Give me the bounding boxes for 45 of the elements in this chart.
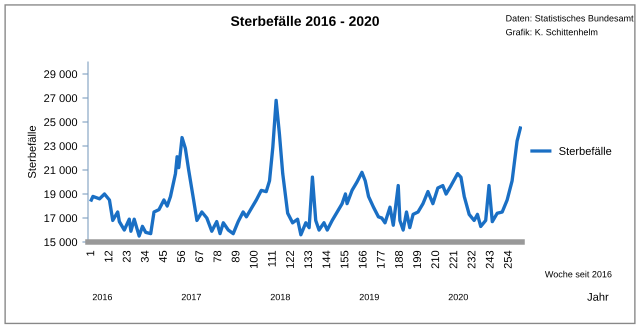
x-tick-label: 67	[195, 250, 204, 262]
x-tick-label: 166	[358, 250, 367, 268]
x-tick-label: 232	[468, 250, 476, 268]
legend-label: Sterbefälle	[559, 146, 612, 155]
y-tick-label: 25 000	[44, 118, 78, 126]
x-tick-label: 45	[159, 250, 167, 262]
y-tick-label: 21 000	[44, 166, 78, 174]
x-tick-label: 111	[268, 250, 276, 266]
x-tick-label: 1	[86, 250, 94, 256]
y-tick-label: 27 000	[44, 94, 78, 102]
x-tick-label: 100	[250, 250, 258, 268]
y-tick-label: 23 000	[44, 142, 78, 150]
text: Grafik: K. Schittenhelm	[506, 28, 598, 36]
x-tick-label: 177	[376, 250, 385, 268]
x-tick-label: 133	[304, 250, 312, 268]
y-tick-label: 15 000	[44, 238, 78, 246]
x-tick-label: 56	[177, 250, 186, 262]
x-tick-label: 122	[286, 250, 294, 268]
x-tick-label: 34	[140, 250, 149, 262]
x-tick-label: 243	[486, 250, 494, 268]
y-tick-label: 17 000	[44, 214, 78, 222]
x-tick-label: 188	[395, 250, 403, 268]
x-tick-label: 23	[122, 250, 131, 262]
x-tick-label: 221	[449, 250, 458, 268]
text: 2020	[448, 294, 468, 300]
x-tick-label: 12	[104, 250, 112, 262]
text: Daten: Statistisches Bundesamt	[506, 14, 634, 22]
x-tick-label: 144	[322, 250, 330, 268]
x-tick-label: 210	[431, 250, 440, 268]
x-tick-label: 199	[413, 250, 422, 268]
x-axis-title: Woche seit 2016	[544, 270, 612, 278]
x-tick-label: 155	[340, 250, 348, 268]
text: 2016	[92, 294, 112, 300]
text: 2017	[182, 294, 201, 300]
text: 2019	[360, 294, 379, 300]
x-tick-label: 254	[504, 250, 512, 268]
text: 2018	[270, 294, 290, 300]
y-tick-label: 19 000	[44, 190, 78, 198]
y-tick-label: 29 000	[44, 70, 78, 78]
chart-title: Sterbefälle 2016 - 2020	[230, 16, 379, 26]
x-tick-label: 89	[232, 250, 240, 262]
x-tick-label: 78	[213, 250, 222, 262]
text: Jahr	[587, 292, 609, 301]
y-axis-title: Sterbefälle	[28, 126, 36, 178]
line-series	[90, 98, 522, 238]
